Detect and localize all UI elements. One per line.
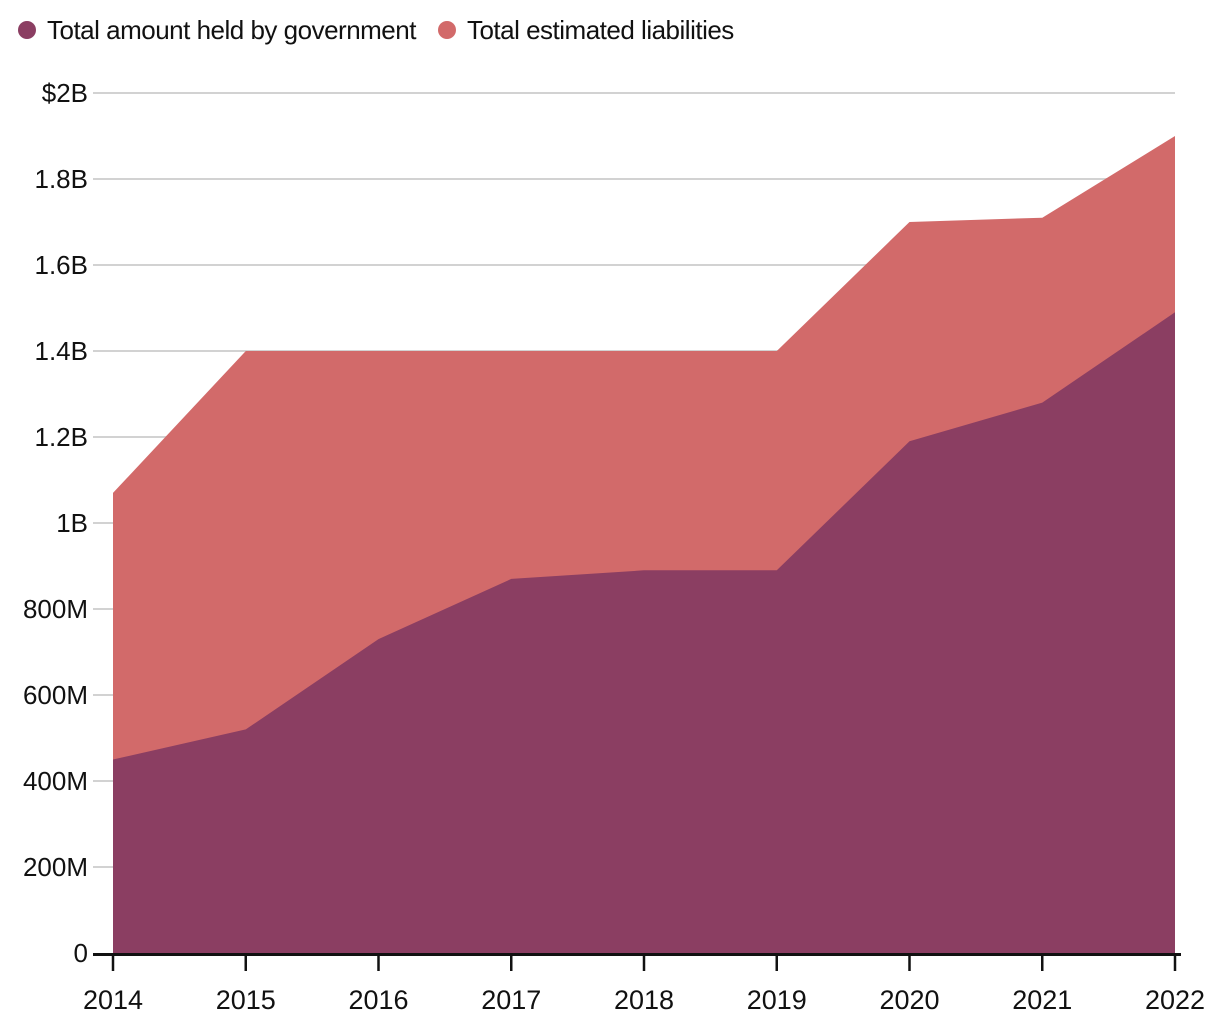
y-axis-tick-label: $2B: [42, 78, 88, 108]
legend: Total amount held by government Total es…: [18, 16, 734, 43]
x-axis-tick-label: 2022: [1145, 985, 1205, 1015]
y-axis-tick-label: 1.2B: [35, 422, 89, 452]
x-axis-tick-label: 2020: [879, 985, 939, 1015]
x-axis-tick-label: 2019: [747, 985, 807, 1015]
x-axis-tick-label: 2014: [83, 985, 143, 1015]
y-axis-tick-label: 200M: [23, 852, 88, 882]
y-axis-tick-label: 1.4B: [35, 336, 89, 366]
y-axis-tick-label: 1B: [56, 508, 88, 538]
y-axis-tick-label: 800M: [23, 594, 88, 624]
y-axis-tick-label: 1.6B: [35, 250, 89, 280]
x-axis-tick-label: 2015: [216, 985, 276, 1015]
legend-label-government: Total amount held by government: [47, 15, 416, 45]
area-government: [113, 312, 1175, 953]
legend-dot-liabilities-icon: [437, 20, 456, 39]
legend-item-government: Total amount held by government: [18, 16, 416, 43]
x-axis-tick-label: 2016: [348, 985, 408, 1015]
x-axis-tick-label: 2018: [614, 985, 674, 1015]
legend-label-liabilities: Total estimated liabilities: [466, 15, 734, 45]
x-axis-tick-label: 2017: [481, 985, 541, 1015]
y-axis-tick-label: 400M: [23, 766, 88, 796]
y-axis-tick-label: 0: [74, 938, 88, 968]
y-axis-tick-label: 600M: [23, 680, 88, 710]
x-axis-tick-label: 2021: [1012, 985, 1072, 1015]
y-axis-tick-label: 1.8B: [35, 164, 89, 194]
legend-dot-government-icon: [18, 20, 36, 39]
legend-item-liabilities: Total estimated liabilities: [437, 15, 734, 45]
